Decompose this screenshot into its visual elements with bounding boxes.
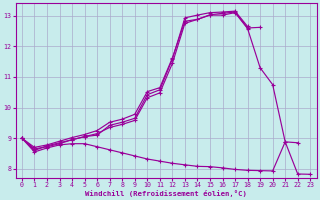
X-axis label: Windchill (Refroidissement éolien,°C): Windchill (Refroidissement éolien,°C) — [85, 190, 247, 197]
